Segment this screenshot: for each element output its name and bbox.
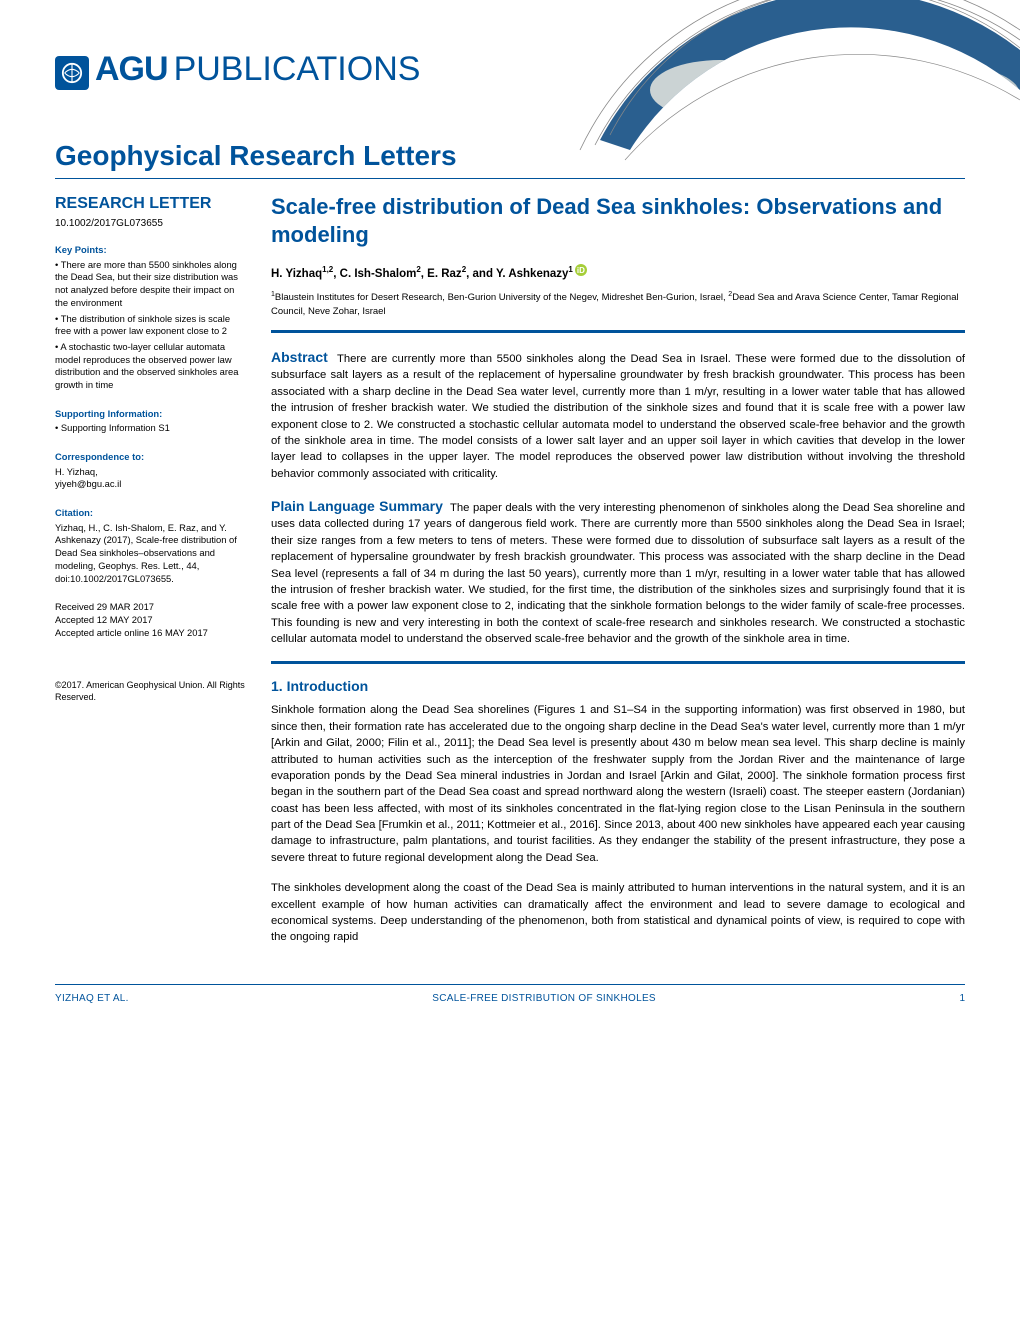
correspondence-block: Correspondence to: H. Yizhaq, yiyeh@bgu.…	[55, 451, 245, 491]
key-point-item: • There are more than 5500 sinkholes alo…	[55, 259, 245, 310]
article-type: RESEARCH LETTER	[55, 193, 245, 215]
journal-title: Geophysical Research Letters	[55, 140, 965, 179]
affiliations: 1Blaustein Institutes for Desert Researc…	[271, 290, 965, 318]
intro-paragraph: Sinkhole formation along the Dead Sea sh…	[271, 702, 965, 866]
section-heading: 1. Introduction	[271, 678, 965, 694]
key-points-block: Key Points: • There are more than 5500 s…	[55, 244, 245, 392]
article-title: Scale-free distribution of Dead Sea sink…	[271, 193, 965, 248]
agu-globe-icon	[55, 56, 89, 90]
correspondence-name: H. Yizhaq,	[55, 466, 245, 479]
key-point-item: • The distribution of sinkhole sizes is …	[55, 313, 245, 338]
abstract-block: Abstract There are currently more than 5…	[271, 347, 965, 482]
doi[interactable]: 10.1002/2017GL073655	[55, 217, 245, 231]
orcid-icon[interactable]: iD	[575, 264, 587, 276]
intro-paragraph: The sinkholes development along the coas…	[271, 880, 965, 946]
citation-text: Yizhaq, H., C. Ish-Shalom, E. Raz, and Y…	[55, 522, 245, 585]
sidebar: RESEARCH LETTER 10.1002/2017GL073655 Key…	[55, 193, 245, 960]
plain-language-block: Plain Language Summary The paper deals w…	[271, 496, 965, 647]
date-online: Accepted article online 16 MAY 2017	[55, 627, 245, 640]
correspondence-email[interactable]: yiyeh@bgu.ac.il	[55, 478, 245, 491]
publications-text: PUBLICATIONS	[174, 50, 421, 89]
agu-logo: AGU PUBLICATIONS	[55, 50, 965, 89]
key-point-item: • A stochastic two-layer cellular automa…	[55, 341, 245, 392]
copyright: ©2017. American Geophysical Union. All R…	[55, 679, 245, 703]
pls-text: The paper deals with the very interestin…	[271, 502, 965, 645]
supporting-item[interactable]: • Supporting Information S1	[55, 422, 245, 435]
supporting-info-block: Supporting Information: • Supporting Inf…	[55, 408, 245, 435]
supporting-head: Supporting Information:	[55, 408, 245, 421]
dates-block: Received 29 MAR 2017 Accepted 12 MAY 201…	[55, 601, 245, 639]
date-received: Received 29 MAR 2017	[55, 601, 245, 614]
rule-divider	[271, 330, 965, 333]
abstract-text: There are currently more than 5500 sinkh…	[271, 353, 965, 480]
rule-divider	[271, 661, 965, 664]
authors: H. Yizhaq1,2, C. Ish-Shalom2, E. Raz2, a…	[271, 264, 965, 280]
page-footer: YIZHAQ ET AL. SCALE-FREE DISTRIBUTION OF…	[55, 984, 965, 1004]
correspondence-head: Correspondence to:	[55, 451, 245, 464]
authors-list: H. Yizhaq1,2, C. Ish-Shalom2, E. Raz2, a…	[271, 268, 573, 280]
page-number: 1	[959, 993, 965, 1004]
publisher-header: AGU PUBLICATIONS	[55, 50, 965, 140]
footer-authors: YIZHAQ ET AL.	[55, 993, 129, 1004]
agu-text: AGU	[95, 50, 168, 89]
citation-head: Citation:	[55, 507, 245, 520]
footer-title: SCALE-FREE DISTRIBUTION OF SINKHOLES	[432, 993, 656, 1004]
key-points-head: Key Points:	[55, 244, 245, 257]
citation-block: Citation: Yizhaq, H., C. Ish-Shalom, E. …	[55, 507, 245, 585]
date-accepted: Accepted 12 MAY 2017	[55, 614, 245, 627]
main-content: Scale-free distribution of Dead Sea sink…	[271, 193, 965, 960]
abstract-label: Abstract	[271, 349, 328, 365]
pls-label: Plain Language Summary	[271, 498, 443, 514]
